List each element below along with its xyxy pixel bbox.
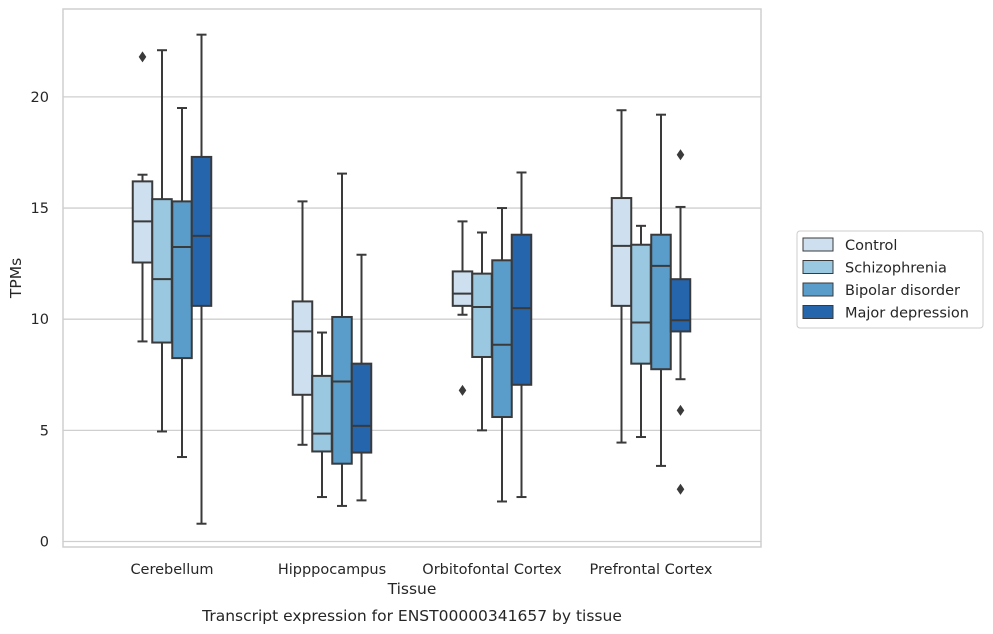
box-group [669,149,692,495]
box-group [491,207,513,503]
legend-swatch [802,237,834,252]
box-group [311,331,333,499]
legend-swatch [802,305,834,319]
x-tick-label: Cerebellum [130,562,213,578]
y-tick-label: 10 [31,312,49,328]
box-group [171,107,193,459]
legend-frame [796,230,984,329]
legend: Control Schizophrenia Bipolar disorder Majo… [796,230,984,329]
legend-label: Bipolar disorder [845,283,960,299]
y-axis-label: TPMs [7,258,25,299]
iqr-box [669,278,692,333]
y-tick-label: 15 [31,201,49,217]
iqr-box [471,272,493,358]
outlier-point [676,149,685,161]
iqr-box [491,259,513,419]
iqr-box [610,197,633,307]
legend-label: Schizophrenia [845,261,947,277]
box-group [190,33,213,525]
legend-label: Control [845,238,897,254]
iqr-box [151,198,173,344]
legend-swatch [802,260,834,274]
box-group [331,172,353,507]
box-group [131,51,154,343]
x-axis-label: Tissue [387,580,437,598]
iqr-box [630,243,652,365]
box-group [610,109,633,444]
box-group [291,200,314,446]
iqr-box [190,155,213,307]
box-group [451,220,474,396]
x-tick-label: Prefrontal Cortex [590,562,713,578]
y-tick-label: 5 [40,423,49,439]
outlier-point [138,51,147,63]
box-group [350,253,373,502]
legend-label: Major depression [845,306,969,322]
outlier-point [676,404,685,416]
iqr-box [291,300,314,396]
iqr-box [311,374,333,453]
iqr-box [510,233,533,386]
iqr-box [650,233,672,371]
outlier-point [676,483,685,495]
box-groups [131,33,692,525]
outlier-point [458,384,467,396]
iqr-box [171,200,193,360]
plot-frame [62,8,762,548]
box-group [471,231,493,432]
iqr-box [451,270,474,307]
chart-caption: Transcript expression for ENST0000034165… [201,607,622,625]
y-tick-labels: 0 5 10 15 20 [31,90,49,551]
y-tick-label: 20 [31,90,49,106]
x-tick-label: Orbitofontal Cortex [422,562,562,578]
box-group [650,113,672,467]
legend-swatch [802,282,834,297]
x-tick-labels: Cerebellum Hipppocampus Orbitofontal Corte… [130,562,712,578]
x-tick-label: Hipppocampus [278,562,386,578]
iqr-box [331,315,353,465]
iqr-box [350,362,373,454]
box-group [151,49,173,433]
box-group [510,171,533,499]
y-tick-label: 0 [40,535,49,551]
box-group [630,224,652,439]
